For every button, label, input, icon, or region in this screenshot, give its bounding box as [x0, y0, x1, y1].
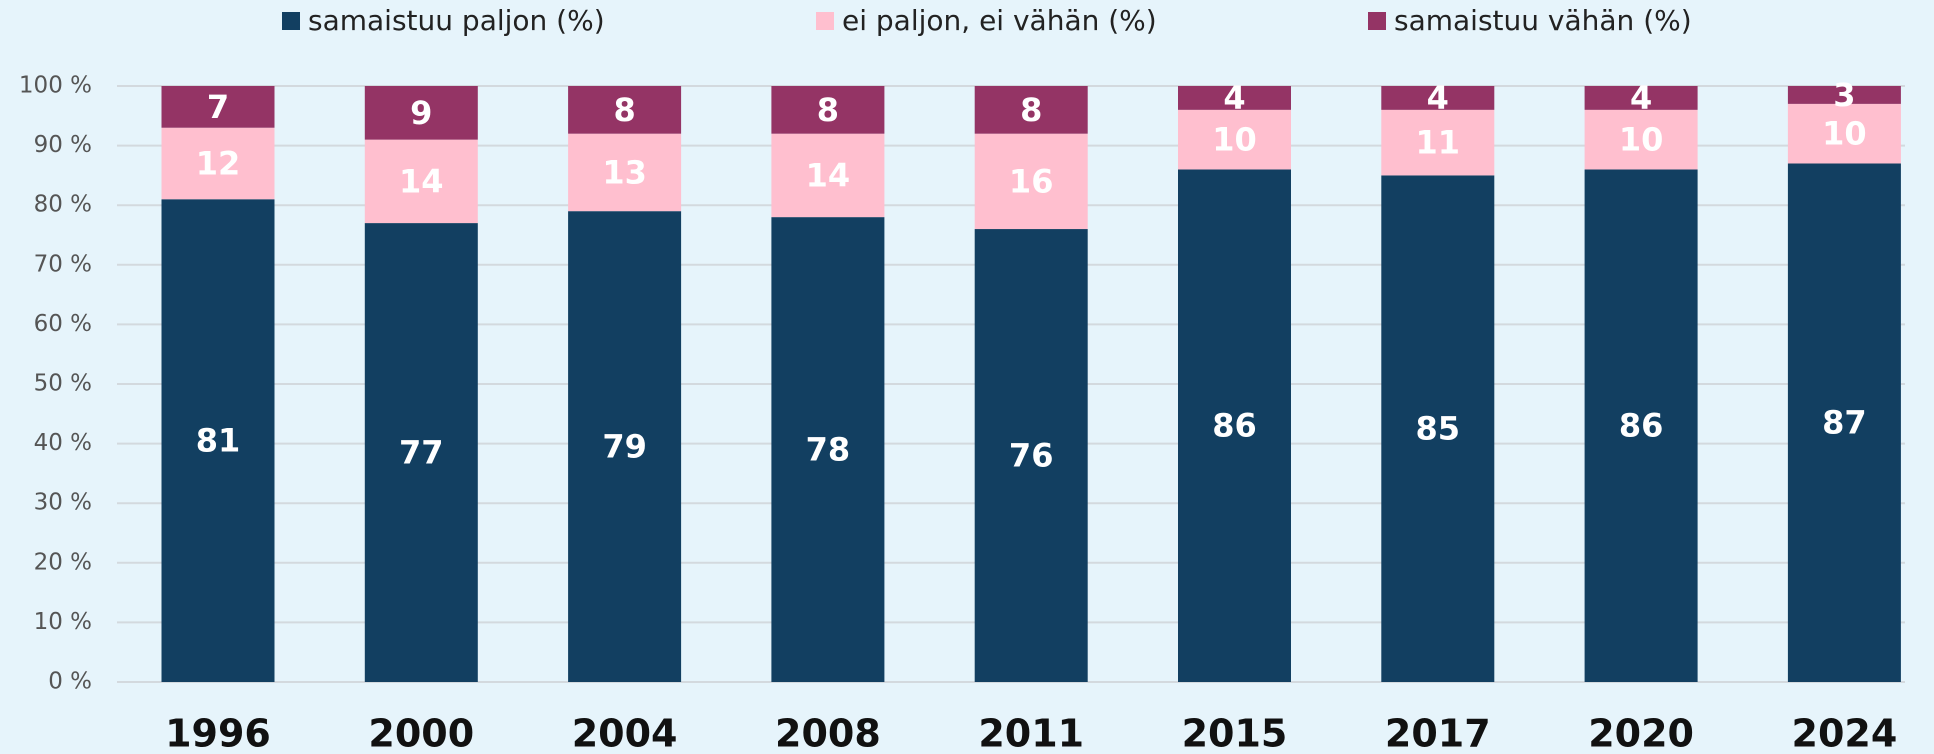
bar-segment — [974, 229, 1088, 683]
y-tick-label: 50 % — [34, 371, 92, 397]
data-label: 8 — [613, 91, 635, 129]
bar-segment — [1178, 109, 1291, 170]
data-label: 86 — [1212, 407, 1257, 445]
bar-segment — [364, 223, 478, 682]
data-label: 12 — [196, 144, 241, 182]
x-tick-label: 2024 — [1792, 712, 1898, 754]
bar-segment — [1787, 163, 1901, 683]
x-tick-label: 2011 — [978, 712, 1084, 754]
data-label: 79 — [602, 428, 647, 466]
bar-segment — [364, 139, 478, 224]
bar-segment — [1584, 86, 1698, 110]
y-tick-label: 80 % — [34, 192, 92, 218]
x-tick-label: 2015 — [1182, 712, 1288, 754]
bar-segment — [1381, 109, 1495, 176]
bar-segment — [771, 86, 885, 134]
bar-segment — [568, 211, 682, 682]
bar-segment — [1178, 86, 1291, 110]
data-label: 14 — [399, 162, 444, 200]
data-label: 86 — [1619, 407, 1664, 445]
data-label: 76 — [1009, 437, 1054, 475]
y-tick-label: 60 % — [34, 311, 92, 337]
x-tick-label: 2020 — [1588, 712, 1694, 754]
data-label: 8 — [1020, 91, 1042, 129]
y-tick-label: 40 % — [34, 430, 92, 456]
y-tick-label: 100 % — [19, 73, 92, 99]
bar-segment — [974, 86, 1088, 134]
legend-label: samaistuu paljon (%) — [308, 4, 605, 37]
data-label: 81 — [196, 422, 241, 460]
data-label: 4 — [1630, 79, 1652, 117]
x-tick-label: 2017 — [1385, 712, 1491, 754]
data-label: 8 — [817, 91, 839, 129]
bar-segment — [1381, 86, 1495, 110]
bar-segment — [1787, 103, 1901, 164]
x-tick-label: 2008 — [775, 712, 881, 754]
data-label: 10 — [1212, 121, 1257, 159]
y-tick-label: 70 % — [34, 251, 92, 277]
y-tick-label: 10 % — [34, 609, 92, 635]
bar-segment — [1381, 175, 1495, 682]
legend-label: ei paljon, ei vähän (%) — [842, 4, 1157, 37]
bar-segment — [1787, 86, 1901, 104]
legend-swatch — [816, 12, 834, 30]
x-tick-label: 1996 — [165, 712, 271, 754]
data-label: 4 — [1223, 79, 1245, 117]
bar-segment — [161, 86, 275, 128]
bar-segment — [771, 217, 885, 682]
data-label: 10 — [1619, 121, 1664, 159]
bar-segment — [771, 133, 885, 218]
y-tick-label: 30 % — [34, 490, 92, 516]
legend-label: samaistuu vähän (%) — [1394, 4, 1692, 37]
x-tick-label: 2004 — [572, 712, 678, 754]
bar-segment — [974, 133, 1088, 230]
y-tick-label: 20 % — [34, 549, 92, 575]
bar-segment — [1584, 169, 1698, 682]
data-label: 4 — [1427, 79, 1449, 117]
bar-segment — [568, 86, 682, 134]
x-tick-label: 2000 — [368, 712, 474, 754]
y-tick-label: 90 % — [34, 132, 92, 158]
data-label: 77 — [399, 434, 444, 472]
data-label: 13 — [602, 153, 647, 191]
data-label: 3 — [1833, 76, 1855, 114]
y-tick-label: 0 % — [48, 669, 92, 695]
data-label: 87 — [1822, 404, 1867, 442]
bar-segment — [568, 133, 682, 212]
bar-segment — [1178, 169, 1291, 682]
data-label: 78 — [806, 431, 851, 469]
data-label: 11 — [1416, 124, 1461, 162]
data-label: 9 — [410, 94, 432, 132]
data-label: 14 — [806, 156, 851, 194]
legend-swatch — [1368, 12, 1386, 30]
bar-segment — [161, 127, 275, 200]
bar-segment — [161, 199, 275, 683]
bar-segment — [1584, 109, 1698, 170]
data-label: 85 — [1416, 410, 1461, 448]
bar-segment — [364, 86, 478, 140]
legend-swatch — [282, 12, 300, 30]
data-label: 16 — [1009, 162, 1054, 200]
data-label: 10 — [1822, 115, 1867, 153]
data-label: 7 — [207, 88, 229, 126]
